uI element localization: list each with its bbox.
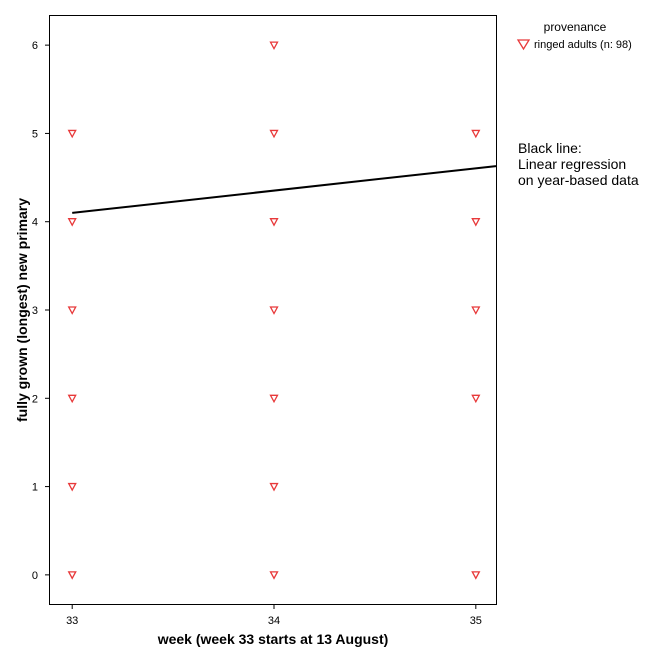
data-point <box>269 218 279 227</box>
data-point <box>67 218 77 227</box>
y-axis-title: fully grown (longest) new primary <box>14 198 30 422</box>
annotation-line-3: on year-based data <box>518 172 639 188</box>
legend-title: provenance <box>544 20 607 34</box>
y-tick-label: 0 <box>32 570 38 582</box>
data-point <box>269 571 279 580</box>
data-point <box>471 571 481 580</box>
y-tick-label: 4 <box>32 217 38 229</box>
x-tick-label: 33 <box>66 615 78 627</box>
data-point <box>269 394 279 404</box>
data-point <box>67 482 77 492</box>
data-point <box>269 41 279 51</box>
data-point <box>269 129 279 139</box>
data-point <box>471 129 481 139</box>
y-tick-label: 5 <box>32 128 38 140</box>
x-axis: 33 34 35 <box>66 604 482 627</box>
y-tick-label: 6 <box>32 40 38 52</box>
y-tick-label: 3 <box>32 305 38 317</box>
data-point <box>67 394 77 404</box>
legend-marker-icon <box>516 39 531 51</box>
annotation-line-1: Black line: <box>518 140 582 156</box>
x-axis-title: week (week 33 starts at 13 August) <box>157 631 389 647</box>
data-point <box>67 306 77 315</box>
y-axis: 0 1 2 3 4 5 6 <box>32 40 50 582</box>
plot-frame <box>49 15 497 605</box>
data-points <box>67 41 481 580</box>
y-tick-label: 1 <box>32 482 38 494</box>
y-tick-label: 2 <box>32 393 38 405</box>
data-point <box>471 394 481 404</box>
legend-label: ringed adults (n: 98) <box>534 39 632 51</box>
data-point <box>269 306 279 315</box>
data-point <box>471 306 481 315</box>
annotation-line-2: Linear regression <box>518 156 626 172</box>
x-tick-label: 35 <box>470 615 482 627</box>
regression-line <box>72 165 497 214</box>
data-point <box>269 482 279 492</box>
x-tick-label: 34 <box>268 615 280 627</box>
data-point <box>67 571 77 580</box>
data-point <box>67 129 77 139</box>
data-point <box>471 218 481 227</box>
